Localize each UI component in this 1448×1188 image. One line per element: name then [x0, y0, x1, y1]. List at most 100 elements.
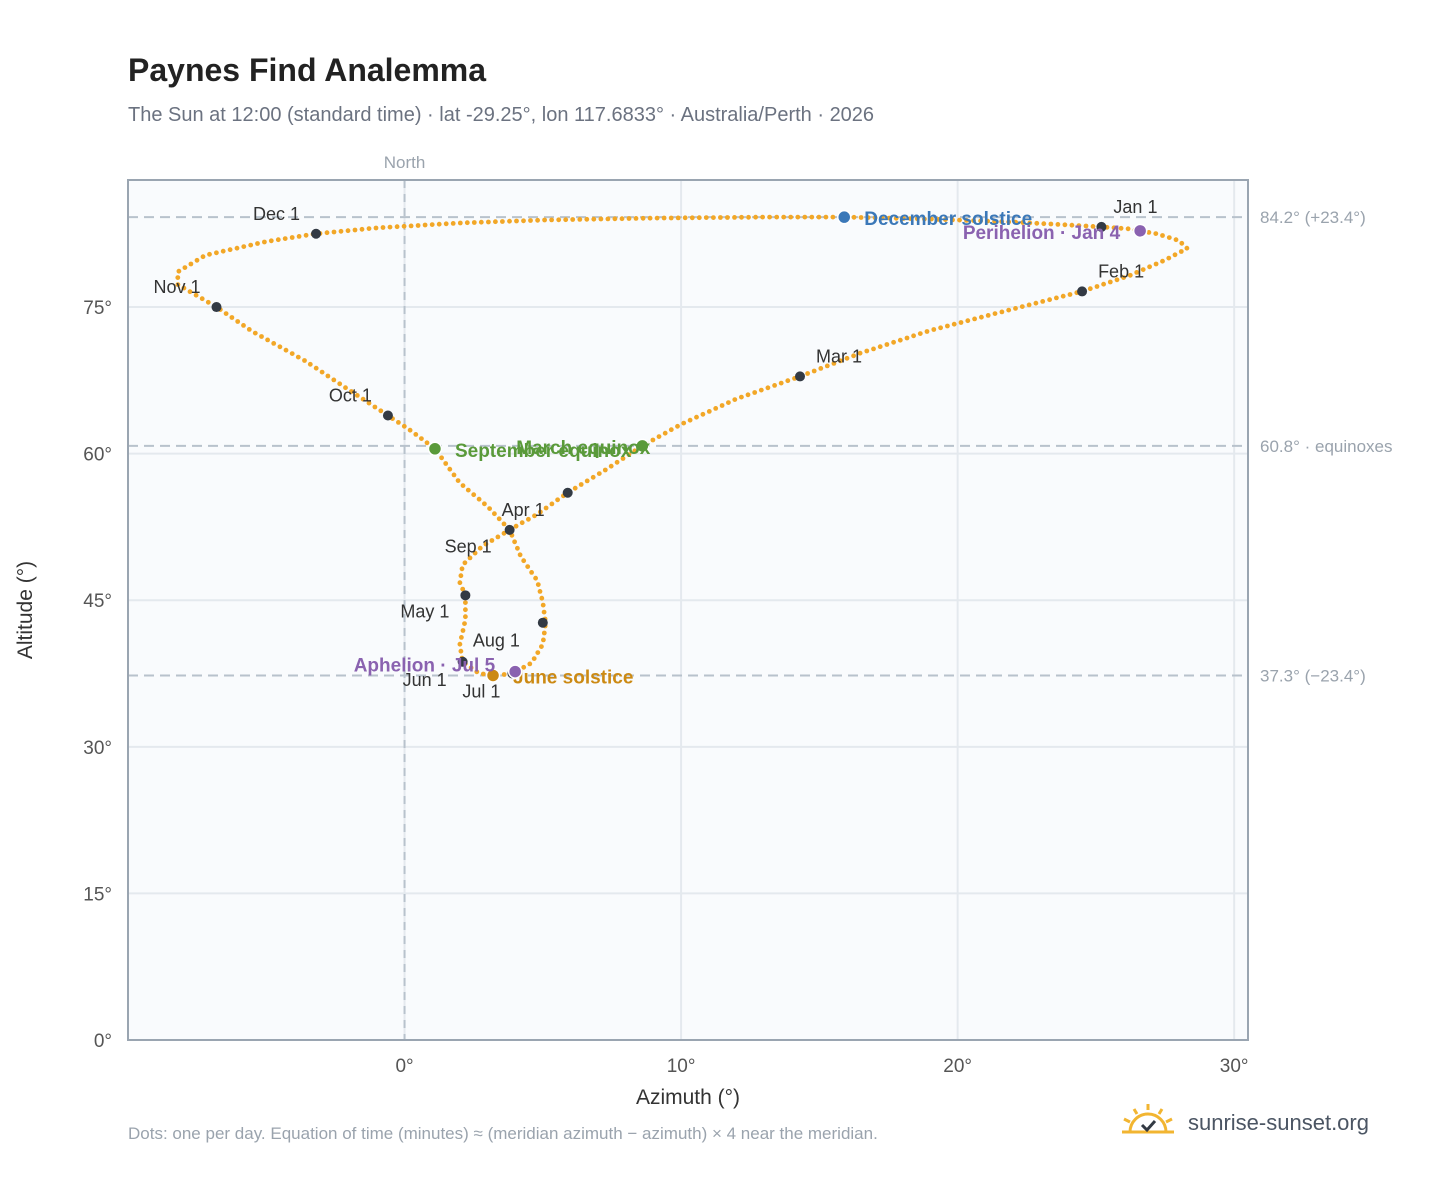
day-dot — [626, 216, 632, 221]
day-dot — [726, 400, 731, 405]
day-dot — [1054, 295, 1059, 301]
day-dot — [457, 580, 463, 586]
sun-logo-icon — [1120, 1102, 1176, 1143]
day-dot — [681, 420, 687, 426]
day-dot — [543, 505, 549, 511]
day-dot — [366, 226, 372, 232]
day-dot — [429, 222, 435, 228]
day-dot — [460, 628, 466, 633]
day-dot — [527, 661, 533, 667]
day-dot — [463, 614, 468, 620]
day-dot — [907, 216, 913, 222]
day-dot — [765, 385, 771, 391]
day-dot — [501, 672, 507, 677]
day-dot — [289, 351, 295, 356]
month-marker-label: Mar 1 — [816, 346, 862, 366]
day-dot — [1026, 302, 1032, 308]
reference-line-label: 37.3° (−23.4°) — [1260, 666, 1366, 685]
brand[interactable]: sunrise-sunset.org — [1120, 1102, 1369, 1143]
day-dot — [781, 214, 787, 220]
day-dot — [619, 216, 625, 222]
day-dot — [1178, 249, 1184, 254]
day-dot — [838, 358, 843, 364]
day-dot — [1094, 284, 1100, 289]
day-dot — [1134, 270, 1140, 275]
day-dot — [378, 408, 384, 414]
day-dot — [1006, 219, 1012, 225]
day-dot — [476, 496, 482, 502]
day-dot — [809, 214, 815, 220]
day-dot — [175, 275, 181, 280]
day-dot — [175, 282, 181, 287]
day-dot — [268, 238, 274, 244]
day-dot — [262, 239, 267, 245]
day-dot — [307, 361, 313, 367]
day-dot — [739, 394, 744, 400]
day-dot — [675, 215, 681, 221]
day-dot — [640, 215, 646, 221]
day-dot — [1172, 252, 1178, 258]
day-dot — [1041, 221, 1047, 227]
day-dot — [746, 214, 751, 220]
month-marker — [382, 410, 393, 421]
day-dot — [295, 354, 301, 360]
day-dot — [1013, 219, 1019, 225]
day-dot — [459, 566, 465, 572]
day-dot — [463, 607, 468, 613]
day-dot — [620, 456, 626, 461]
day-dot — [478, 219, 484, 225]
day-dot — [193, 292, 199, 298]
day-dot — [337, 381, 343, 387]
day-dot — [455, 478, 461, 483]
day-dot — [778, 380, 784, 386]
event-label: Perihelion · Jan 4 — [963, 223, 1121, 244]
day-dot — [359, 226, 365, 232]
day-dot — [877, 344, 883, 350]
day-dot — [537, 589, 543, 594]
day-dot — [486, 219, 491, 225]
day-dot — [194, 257, 200, 263]
day-dot — [408, 223, 414, 229]
day-dot — [282, 236, 288, 242]
event-marker — [836, 209, 852, 225]
day-dot — [1006, 307, 1012, 313]
day-dot — [608, 463, 614, 469]
day-dot — [360, 396, 366, 402]
day-dot — [1055, 222, 1061, 227]
day-dot — [302, 358, 307, 363]
day-dot — [650, 437, 656, 443]
day-dot — [324, 230, 330, 236]
day-dot — [795, 214, 801, 220]
day-dot — [711, 215, 716, 221]
day-dot — [872, 215, 878, 221]
day-dot — [911, 333, 916, 339]
day-dot — [528, 218, 533, 223]
day-dot — [451, 472, 457, 478]
day-dot — [1166, 255, 1172, 261]
day-dot — [917, 331, 923, 336]
day-dot — [325, 373, 331, 379]
day-dot — [535, 217, 540, 223]
day-dot — [313, 365, 319, 371]
day-dot — [450, 221, 456, 226]
day-dot — [462, 621, 467, 626]
day-dot — [472, 550, 478, 556]
day-dot — [507, 218, 512, 224]
day-dot — [1166, 235, 1172, 241]
day-dot — [1048, 221, 1054, 227]
day-dot — [1107, 279, 1113, 285]
day-dot — [459, 635, 464, 640]
day-dot — [700, 411, 706, 417]
month-marker-label: Sep 1 — [445, 537, 492, 557]
day-dot — [682, 215, 688, 221]
day-dot — [241, 244, 247, 250]
day-dot — [647, 215, 653, 221]
day-dot — [965, 318, 971, 324]
day-dot — [521, 218, 526, 224]
day-dot — [480, 671, 486, 677]
day-dot — [529, 570, 534, 575]
day-dot — [752, 390, 758, 395]
day-dot — [513, 523, 519, 529]
day-dot — [816, 214, 822, 220]
event-marker — [427, 441, 443, 456]
